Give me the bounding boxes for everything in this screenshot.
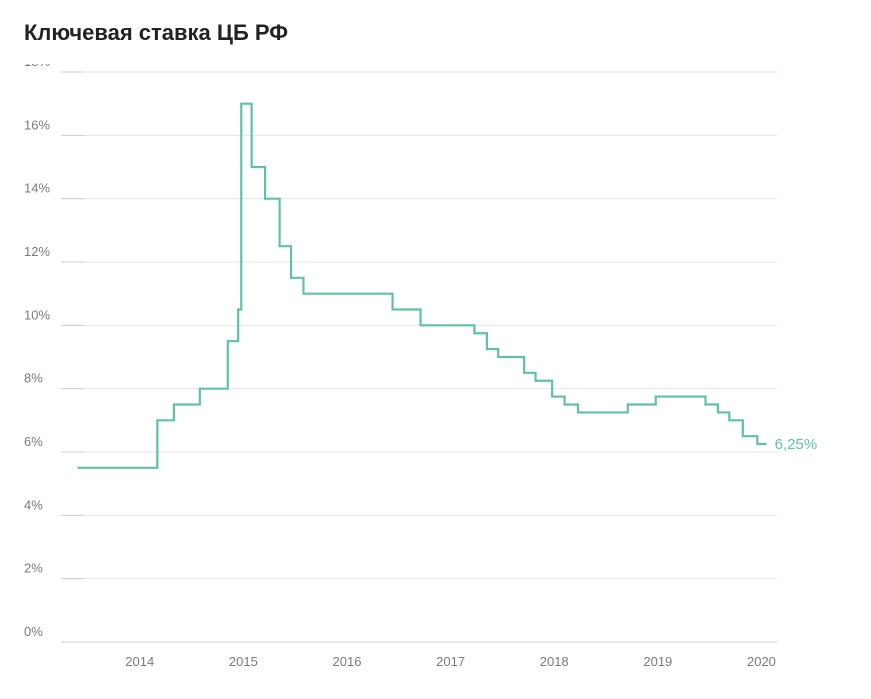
y-axis-label: 18% — [24, 64, 50, 69]
x-axis-label: 2017 — [436, 654, 465, 669]
x-axis-label: 2019 — [643, 654, 672, 669]
y-axis-label: 12% — [24, 244, 50, 259]
x-axis-label: 2015 — [229, 654, 258, 669]
y-axis-label: 8% — [24, 371, 43, 386]
x-axis-label: 2014 — [125, 654, 154, 669]
chart-area: 0% 2% 4% 6% 8% 10% 12% 14% 16% 18% 2014 2015 2016 201… — [22, 64, 842, 674]
end-value-label: 6,25% — [775, 436, 818, 453]
rate-line — [78, 104, 767, 468]
chart-title: Ключевая ставка ЦБ РФ — [24, 20, 861, 46]
y-axis-label: 6% — [24, 434, 43, 449]
x-axis-label: 2020 — [747, 654, 776, 669]
x-axis-label: 2016 — [333, 654, 362, 669]
y-axis-label: 10% — [24, 307, 50, 322]
y-axis-label: 16% — [24, 117, 50, 132]
y-axis-label: 14% — [24, 181, 50, 196]
line-chart: 0% 2% 4% 6% 8% 10% 12% 14% 16% 18% 2014 2015 2016 201… — [22, 64, 842, 674]
y-axis-label: 2% — [24, 561, 43, 576]
y-axis-label: 4% — [24, 497, 43, 512]
x-axis-label: 2018 — [540, 654, 569, 669]
y-axis-label: 0% — [24, 624, 43, 639]
